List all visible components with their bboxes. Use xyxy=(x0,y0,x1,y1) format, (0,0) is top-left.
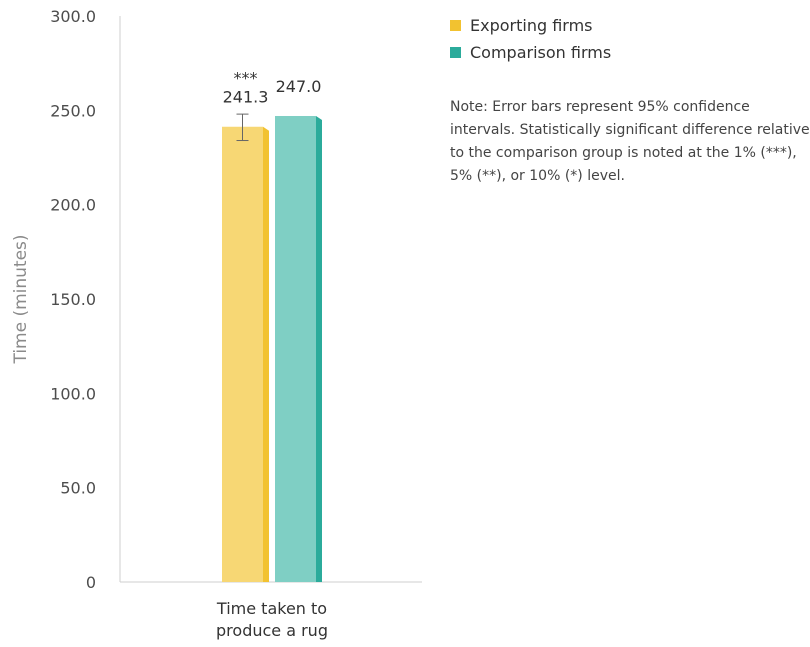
data-labels: 241.3*** 247.0 xyxy=(223,69,322,107)
y-tick-label: 100.0 xyxy=(50,384,96,403)
legend-item-comparison-firms: Comparison firms xyxy=(450,39,611,66)
y-tick-label: 300.0 xyxy=(50,7,96,26)
bar-comparison-firms xyxy=(275,115,316,582)
y-tick-label: 250.0 xyxy=(50,101,96,120)
y-tick-label: 50.0 xyxy=(60,479,96,498)
legend: Exporting firms Comparison firms xyxy=(450,12,611,66)
bar-side-exporting-firms xyxy=(263,126,269,583)
bar-chart: Time (minutes) 0 50.0 100.0 150.0 200.0 250.0… xyxy=(11,7,422,640)
legend-swatch-comparison xyxy=(450,47,461,58)
chart-note: Note: Error bars represent 95% confidenc… xyxy=(450,99,810,184)
y-tick-label: 150.0 xyxy=(50,290,96,309)
bar-exporting-firms xyxy=(222,126,263,583)
bars xyxy=(222,113,322,583)
y-tick-label: 0 xyxy=(86,573,96,592)
y-tick-labels: 0 50.0 100.0 150.0 200.0 250.0 300.0 xyxy=(50,7,96,592)
significance-label-exporting-firms: *** xyxy=(234,69,258,88)
x-category-label-line: produce a rug xyxy=(216,621,328,640)
x-category-label-line: Time taken to xyxy=(216,599,327,618)
legend-swatch-exporting xyxy=(450,20,461,31)
x-category-labels: Time taken to produce a rug xyxy=(216,599,328,640)
y-tick-label: 200.0 xyxy=(50,196,96,215)
legend-label-exporting: Exporting firms xyxy=(470,16,593,35)
data-label-exporting-firms: 241.3 xyxy=(223,88,269,107)
data-label-comparison-firms: 247.0 xyxy=(276,77,322,96)
bar-side-comparison-firms xyxy=(316,115,322,582)
y-axis-title: Time (minutes) xyxy=(11,234,31,364)
error-bar-exporting-firms xyxy=(236,113,249,142)
legend-item-exporting-firms: Exporting firms xyxy=(450,12,611,39)
legend-label-comparison: Comparison firms xyxy=(470,43,612,62)
